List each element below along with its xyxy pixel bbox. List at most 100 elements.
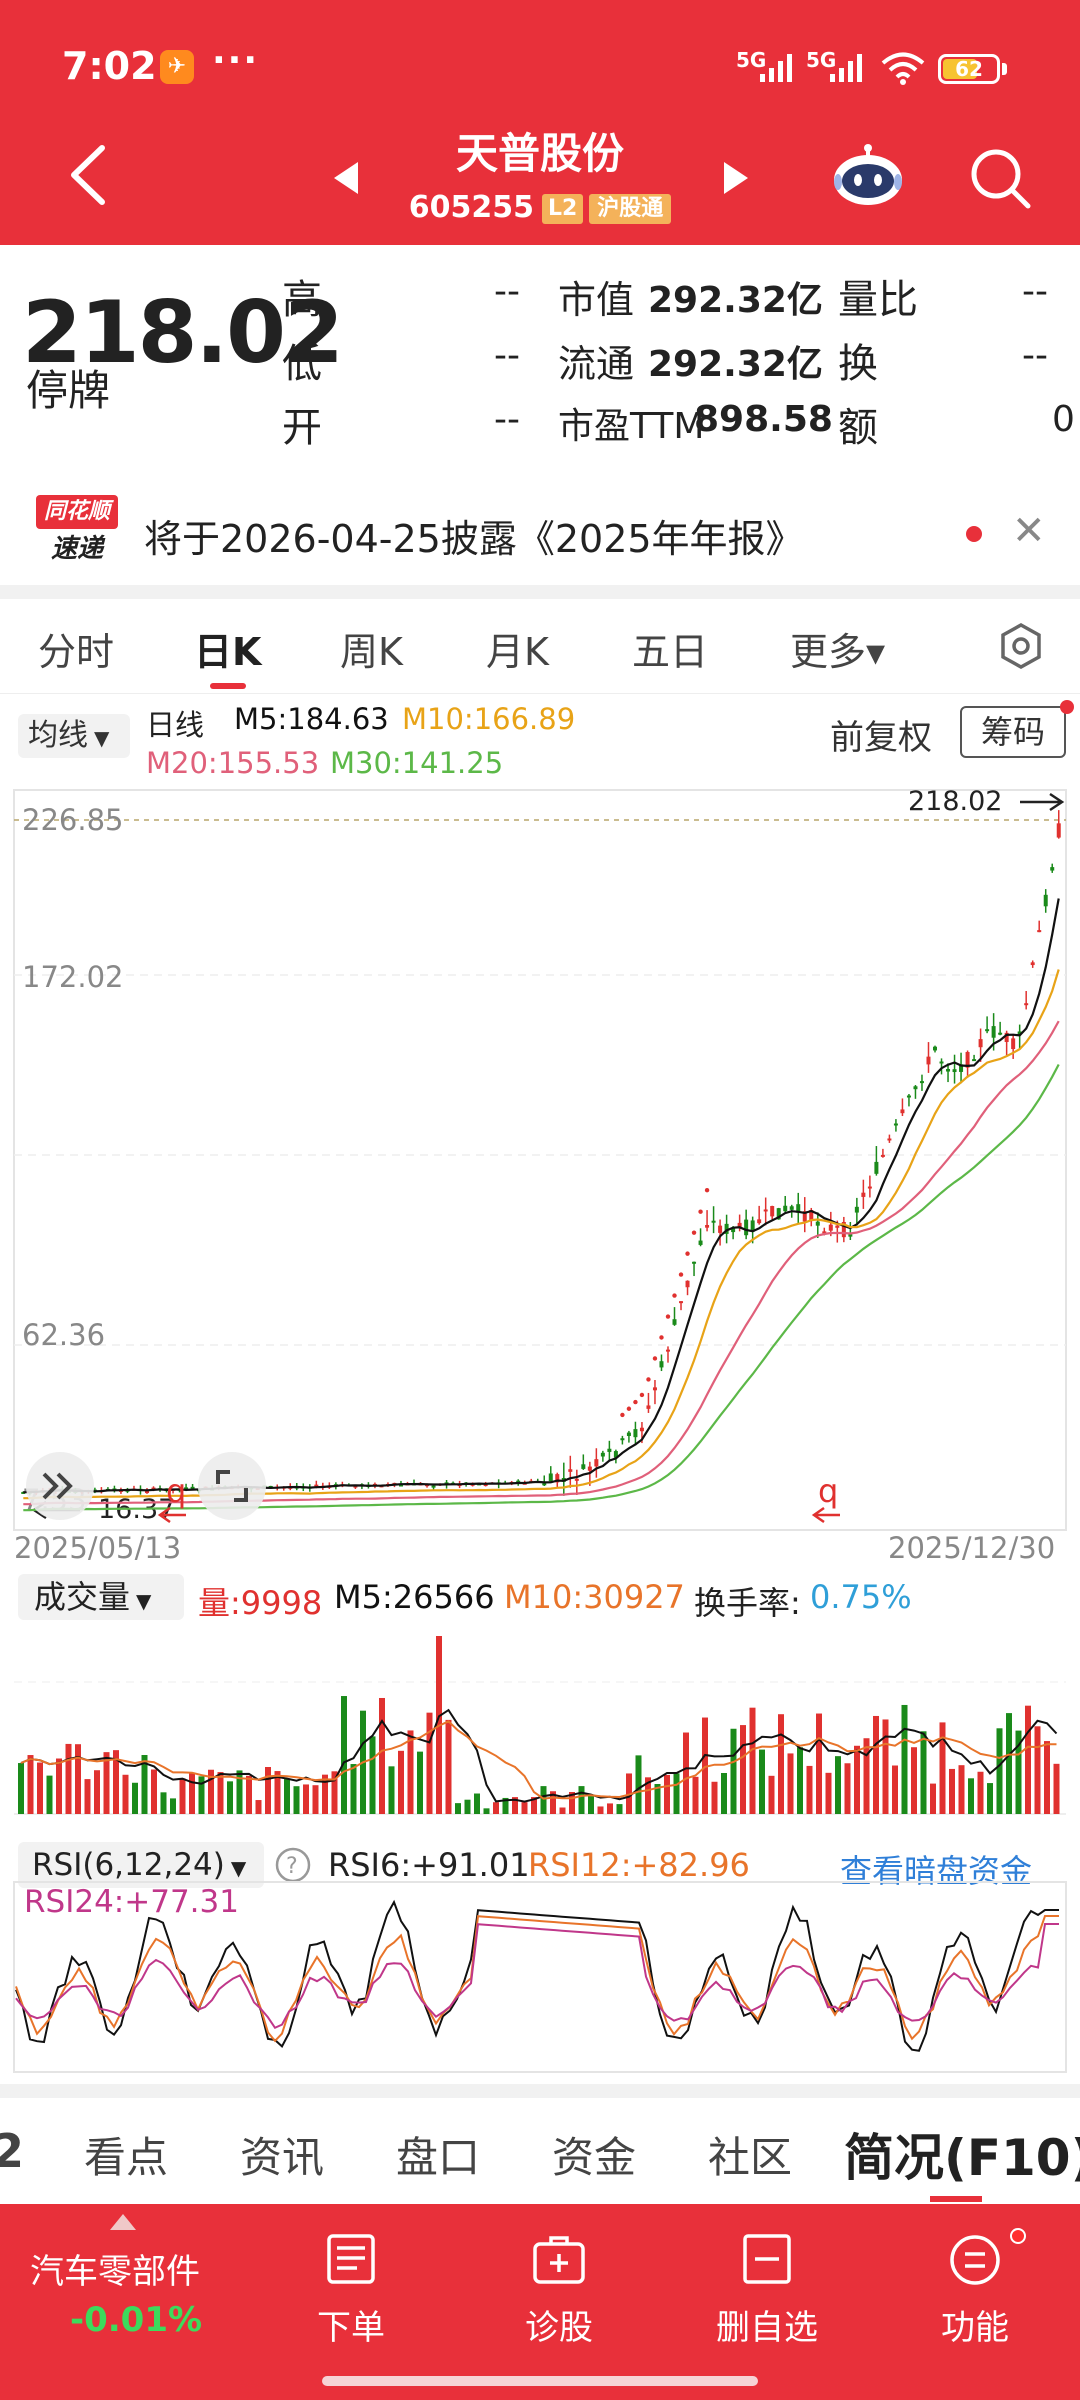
home-indicator[interactable] [322, 2376, 758, 2386]
chips-button[interactable]: 筹码 [960, 706, 1066, 758]
tab-fund-flow[interactable]: 资金 [552, 2133, 637, 2182]
volume-bar [18, 1763, 24, 1814]
back-button[interactable] [60, 140, 120, 210]
volume-bar [873, 1715, 879, 1814]
ma-info-row: 均线 ▼ 日线 M5:184.63 M10:166.89 M20:155.53 M… [0, 694, 1080, 789]
close-icon[interactable]: ✕ [1012, 508, 1046, 554]
volume-bar [341, 1696, 347, 1814]
candle-body [679, 1301, 684, 1304]
volume-bar [493, 1802, 499, 1814]
candle-body [789, 1206, 794, 1210]
triangle-up-icon [110, 2214, 136, 2230]
volume-bar [398, 1750, 404, 1814]
rsi-chart[interactable] [0, 1880, 1080, 2080]
volume-bar [170, 1798, 176, 1814]
help-icon[interactable]: ? [274, 1846, 312, 1884]
candle-body [620, 1438, 625, 1441]
volume-bar [683, 1732, 689, 1814]
volume-bar [474, 1793, 480, 1814]
tab-weekly-k[interactable]: 周K [340, 630, 403, 674]
candle-body [796, 1204, 801, 1213]
volume-bar [730, 1728, 737, 1814]
limit-up-dot [620, 1412, 625, 1418]
volume-indicator-selector[interactable]: 成交量 ▼ [18, 1574, 184, 1620]
volume-bar [797, 1747, 803, 1814]
tab-more[interactable]: 更多▾ [790, 630, 886, 674]
rsi-line [15, 1923, 1059, 2030]
functions-button[interactable]: 功能 [900, 2204, 1050, 2364]
open-label: 开 [282, 405, 322, 451]
tab-news[interactable]: 资讯 [240, 2133, 325, 2182]
prev-stock-button[interactable] [330, 160, 360, 196]
tab-intraday[interactable]: 分时 [38, 630, 115, 674]
kline-chart[interactable]: 226.85 172.02 62.36 7.53 218.02 16.37 q … [0, 780, 1080, 1560]
limit-up-dot [633, 1399, 638, 1405]
signal-bars-2-icon [830, 54, 862, 82]
volume-bar [1044, 1741, 1050, 1814]
candle-body [965, 1052, 970, 1068]
rsi-lines-group [15, 1899, 1059, 2052]
tab-five-day[interactable]: 五日 [632, 630, 709, 674]
tab-daily-k[interactable]: 日K [194, 630, 262, 674]
candle-body [985, 1029, 990, 1032]
unread-dot [966, 526, 982, 542]
volume-bar [759, 1749, 765, 1814]
tab-partial[interactable]: 2 [0, 2124, 25, 2178]
diagnose-button[interactable]: 诊股 [484, 2204, 634, 2364]
next-stock-button[interactable] [722, 160, 752, 196]
ai-assistant-robot-icon[interactable] [832, 140, 904, 212]
app-header: 7:02 ✈ ··· 5G 5G 62 天普股份 605255 L2 沪 [0, 0, 1080, 245]
search-button[interactable] [966, 144, 1034, 212]
order-button[interactable]: 下单 [276, 2204, 426, 2364]
candle-body [848, 1234, 853, 1237]
volume-bar [122, 1774, 129, 1814]
adjust-mode-button[interactable]: 前复权 [830, 718, 932, 758]
tab-monthly-k[interactable]: 月K [486, 630, 549, 674]
volume-bar [132, 1782, 138, 1814]
tab-community[interactable]: 社区 [708, 2133, 793, 2182]
volume-bar [892, 1765, 898, 1814]
expand-chart-button[interactable] [26, 1452, 94, 1520]
volume-bar [920, 1731, 927, 1814]
signal-bars-1-icon [760, 54, 792, 82]
candle-body [737, 1222, 742, 1228]
ma20-value: M20:155.53 [146, 746, 320, 780]
volume-bar [312, 1785, 319, 1814]
volume-chart[interactable] [0, 1630, 1080, 1830]
tab-order-book[interactable]: 盘口 [396, 2133, 481, 2182]
ma-selector[interactable]: 均线 ▼ [18, 714, 130, 758]
candle-body [1017, 1031, 1022, 1035]
dark-pool-link[interactable]: 查看暗盘资金 [840, 1852, 1033, 1890]
candle-body [854, 1206, 859, 1213]
volume-bar [94, 1770, 100, 1814]
fullscreen-button[interactable] [198, 1452, 266, 1520]
remove-watchlist-button[interactable]: 删自选 [692, 2204, 842, 2364]
volume-bar [521, 1802, 528, 1814]
volume-bar [616, 1804, 623, 1814]
event-marker[interactable]: q [166, 1472, 186, 1510]
candle-body [581, 1464, 586, 1469]
event-marker[interactable]: q [818, 1472, 838, 1510]
tab-highlights[interactable]: 看点 [84, 2133, 169, 2182]
rsi-indicator-selector[interactable]: RSI(6,12,24) ▼ [18, 1842, 264, 1888]
candle-body [692, 1261, 697, 1264]
volume-bar [284, 1779, 290, 1814]
volume-bar [179, 1778, 186, 1814]
volume-bar [65, 1743, 72, 1814]
volume-bar [540, 1786, 547, 1814]
price-axis-label: 226.85 [22, 803, 123, 837]
volume-bar [27, 1755, 34, 1814]
tab-profile-f10[interactable]: 简况(F10) [844, 2129, 1080, 2187]
amount-label: 额 [838, 405, 878, 451]
turnover-rate-value: 0.75% [810, 1578, 912, 1616]
announcement-banner[interactable]: 同花顺 速递 将于2026-04-25披露《2025年年报》 ✕ [0, 480, 1080, 585]
candle-body [1050, 867, 1055, 871]
volume-bar [806, 1765, 813, 1814]
candle-body [1043, 894, 1048, 907]
limit-up-dot [698, 1209, 703, 1214]
volume-bar [854, 1745, 860, 1814]
chart-settings-icon[interactable] [996, 621, 1046, 671]
event-arrow-icon [157, 1506, 186, 1524]
volume-bar [901, 1704, 908, 1814]
volume-m10: M10:30927 [504, 1578, 685, 1616]
